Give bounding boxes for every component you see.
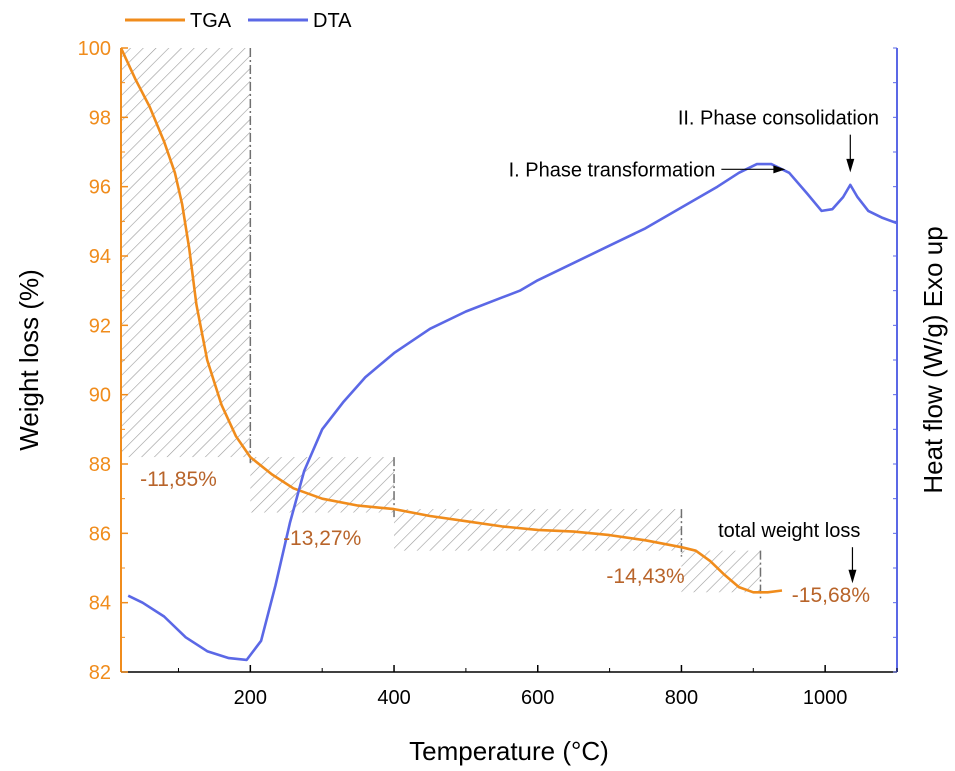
x-tick-label-3: 600	[521, 687, 554, 709]
annotation-phase-transformation: I. Phase transformation	[509, 159, 716, 181]
x-axis-title: Temperature (°C)	[409, 736, 609, 766]
tick-labels: 200 400 600 800 1000 82 84 86 88 90 92 94 96 98 100	[78, 38, 898, 709]
y-tick-label-1: 82	[89, 662, 111, 684]
data-series	[121, 48, 897, 662]
loss-label-1: -11,85%	[140, 468, 217, 491]
arrow-phase-transformation-head	[773, 165, 786, 174]
y-tick-label-4: 88	[89, 454, 111, 476]
loss-label-2: -13,27%	[283, 527, 361, 550]
legend: TGA DTA	[125, 10, 352, 32]
arrow-total-weight-loss-head	[848, 569, 857, 584]
x-tick-label-1: 200	[234, 687, 267, 709]
y-tick-label-3: 86	[89, 523, 111, 545]
series-dta-line	[127, 162, 897, 662]
y-tick-label-5: 90	[89, 385, 111, 407]
legend-dta-label: DTA	[313, 10, 352, 32]
y-tick-label-6: 92	[89, 315, 111, 337]
x-tick-label-4: 800	[665, 687, 698, 709]
y-tick-label-8: 96	[89, 177, 111, 199]
series-tga-line	[121, 48, 783, 594]
annotations: I. Phase transformation II. Phase consoli…	[509, 107, 879, 584]
x-tick-label-2: 400	[377, 687, 410, 709]
x-tick-label-5: 1000	[803, 687, 848, 709]
weight-loss-regions	[121, 48, 762, 599]
arrow-phase-consolidation-head	[846, 158, 855, 173]
y-tick-label-2: 84	[89, 593, 111, 615]
loss-region-1	[121, 48, 251, 458]
y-tick-label-10: 100	[78, 38, 111, 60]
legend-tga-label: TGA	[190, 10, 232, 32]
y-tick-label-7: 94	[89, 246, 111, 268]
loss-label-3: -14,43%	[606, 565, 684, 588]
region-labels: -11,85% -13,27% -14,43% -15,68%	[140, 468, 870, 607]
annotation-phase-consolidation: II. Phase consolidation	[678, 107, 879, 129]
y-tick-label-9: 98	[89, 107, 111, 129]
y-axis-title-left: Weight loss (%)	[14, 269, 44, 451]
loss-label-4: -15,68%	[792, 584, 870, 607]
loss-region-2	[250, 457, 395, 513]
y-axis-title-right: Heat flow (W/g) Exo up	[918, 226, 948, 493]
annotation-total-weight-loss: total weight loss	[718, 520, 860, 542]
